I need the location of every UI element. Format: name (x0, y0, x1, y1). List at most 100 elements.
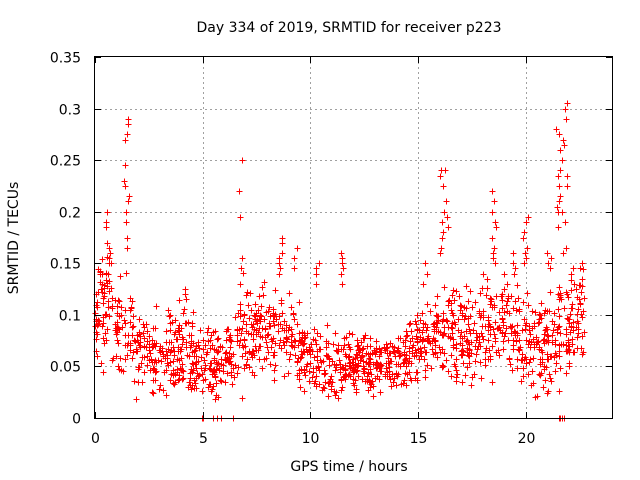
data-point (422, 374, 429, 381)
data-point (106, 260, 113, 267)
data-point (522, 322, 529, 329)
data-point (159, 345, 166, 352)
data-point (549, 318, 556, 325)
data-point (531, 323, 538, 330)
data-point (116, 366, 123, 373)
data-point (153, 303, 160, 310)
y-tick-label: 0.3 (59, 103, 81, 119)
data-point (276, 260, 283, 267)
data-point (113, 331, 120, 338)
data-point (377, 349, 384, 356)
y-axis-label: SRMTID / TECUs (6, 182, 22, 295)
data-point (359, 376, 366, 383)
data-point (309, 374, 316, 381)
data-point (338, 250, 345, 257)
data-point (345, 341, 352, 348)
data-point (339, 281, 346, 288)
data-point (149, 337, 156, 344)
data-point (263, 339, 270, 346)
data-point (342, 371, 349, 378)
data-point (157, 349, 164, 356)
data-point (547, 265, 554, 272)
data-point (509, 367, 516, 374)
data-point (461, 333, 468, 340)
data-point (122, 183, 129, 190)
data-point (473, 351, 480, 358)
data-point (445, 368, 452, 375)
data-point (325, 393, 332, 400)
data-point (283, 338, 290, 345)
data-point (365, 387, 372, 394)
data-point (500, 346, 507, 353)
data-point (469, 374, 476, 381)
data-point (465, 321, 472, 328)
data-point (332, 367, 339, 374)
data-point (565, 294, 572, 301)
data-point (279, 310, 286, 317)
data-point (440, 229, 447, 236)
data-point (129, 298, 136, 305)
data-point (326, 355, 333, 362)
data-point (278, 345, 285, 352)
data-point (272, 340, 279, 347)
data-point (323, 344, 330, 351)
data-point (577, 265, 584, 272)
data-point (515, 295, 522, 302)
data-point (146, 347, 153, 354)
data-point (555, 224, 562, 231)
data-point (448, 352, 455, 359)
data-point (527, 331, 534, 338)
data-point (215, 335, 222, 342)
y-tick-label: 0 (72, 412, 81, 428)
data-point (202, 362, 209, 369)
data-point (436, 344, 443, 351)
data-point (167, 327, 174, 334)
data-point (106, 288, 113, 295)
data-point (551, 354, 558, 361)
data-point (125, 121, 132, 128)
data-point (467, 313, 474, 320)
data-point (387, 340, 394, 347)
data-point (178, 325, 185, 332)
data-point (451, 361, 458, 368)
data-point (529, 308, 536, 315)
data-point (515, 346, 522, 353)
data-point (144, 338, 151, 345)
data-point (486, 347, 493, 354)
data-point (270, 310, 277, 317)
data-point (568, 287, 575, 294)
data-point (544, 332, 551, 339)
data-point (264, 344, 271, 351)
data-point (283, 322, 290, 329)
data-point (345, 372, 352, 379)
y-tick-label: 0.1 (59, 309, 81, 325)
data-point (246, 315, 253, 322)
data-point (443, 317, 450, 324)
data-point (534, 393, 541, 400)
data-point (540, 337, 547, 344)
data-point (377, 368, 384, 375)
data-point (543, 326, 550, 333)
data-point (237, 281, 244, 288)
data-point (104, 209, 111, 216)
data-point (181, 306, 188, 313)
data-point (243, 328, 250, 335)
data-point (554, 326, 561, 333)
data-point (580, 308, 587, 315)
data-point (328, 373, 335, 380)
data-point (292, 338, 299, 345)
data-point (406, 321, 413, 328)
data-point (323, 352, 330, 359)
data-point (403, 363, 410, 370)
data-point (505, 293, 512, 300)
data-point (295, 355, 302, 362)
data-point (191, 348, 198, 355)
data-point (492, 338, 499, 345)
data-point (245, 302, 252, 309)
data-point (338, 377, 345, 384)
data-point (386, 373, 393, 380)
data-point (510, 342, 517, 349)
data-point (439, 364, 446, 371)
data-point (124, 245, 131, 252)
data-point (206, 381, 213, 388)
